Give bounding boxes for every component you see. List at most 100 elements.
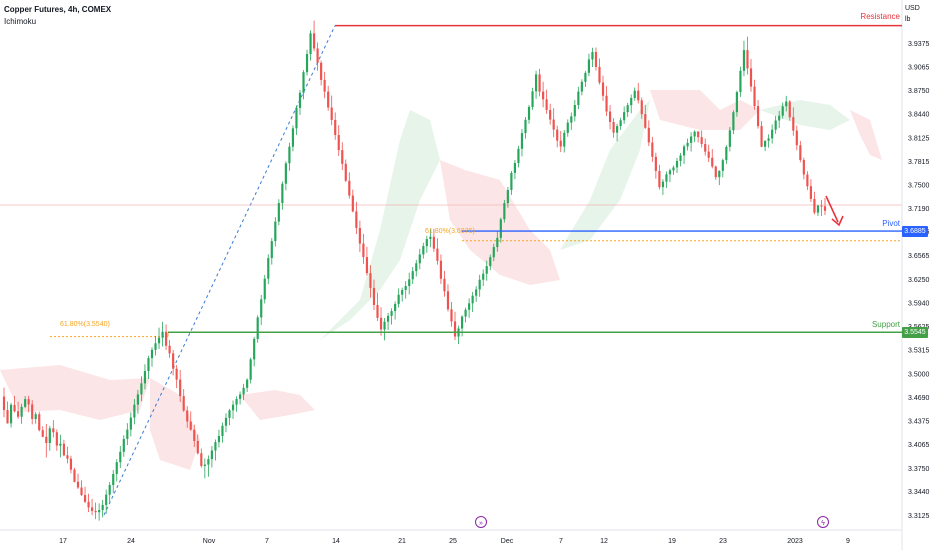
candle-body <box>668 170 672 175</box>
candle-body <box>482 273 485 280</box>
x-tick-label: 25 <box>449 538 457 545</box>
y-tick-label: 3.5000 <box>908 371 930 378</box>
candle-body <box>753 86 756 107</box>
support-label: Support <box>871 320 900 329</box>
candle-body <box>390 311 393 316</box>
candle-body <box>559 140 562 147</box>
candle-body <box>217 436 221 443</box>
y-tick-label: 3.7190 <box>908 206 930 213</box>
candle-body <box>496 237 499 248</box>
candle-body <box>164 331 168 346</box>
candle-body <box>418 254 421 264</box>
candle-body <box>478 279 481 290</box>
candle-body <box>637 90 640 101</box>
x-tick-label: 12 <box>600 538 608 545</box>
candle-body <box>52 428 55 433</box>
candle-body <box>172 353 175 369</box>
candle-body <box>446 291 450 310</box>
candle-body <box>453 321 457 337</box>
candle-body <box>161 331 164 338</box>
candle-body <box>295 107 298 129</box>
candle-body <box>379 317 383 330</box>
candle-body <box>538 74 541 92</box>
x-tick-label: 23 <box>719 538 727 545</box>
candle-body <box>270 241 273 259</box>
y-tick-label: 3.8440 <box>908 112 930 119</box>
candle-body <box>580 81 583 92</box>
candle-body <box>207 459 210 465</box>
candle-body <box>767 138 770 141</box>
cloud-segment <box>150 378 200 470</box>
candle-body <box>552 119 555 130</box>
candle-body <box>665 174 668 182</box>
candle-body <box>267 258 270 279</box>
candle-body <box>601 82 605 96</box>
candle-body <box>823 206 827 211</box>
candle-body <box>524 119 527 134</box>
candle-body <box>513 163 517 173</box>
candle-body <box>531 91 534 107</box>
candle-body <box>20 406 23 417</box>
x-tick-label: 24 <box>127 538 135 545</box>
fib-label-support: 61.80%(3.5540) <box>60 321 110 328</box>
candle-body <box>355 211 358 228</box>
candle-body <box>619 120 622 127</box>
candle-body <box>587 59 591 73</box>
y-tick-label: 3.7500 <box>908 183 930 190</box>
candle-body <box>302 72 305 93</box>
candle-body <box>101 504 104 511</box>
candle-body <box>330 107 333 120</box>
candle-body <box>108 485 111 495</box>
dividends-icon[interactable]: » <box>475 516 487 528</box>
candle-body <box>372 287 376 305</box>
candle-body <box>9 404 13 424</box>
y-tick-label: 3.3750 <box>908 466 930 473</box>
candle-body <box>140 383 143 395</box>
earnings-icon[interactable]: ϟ <box>817 516 829 528</box>
candle-body <box>520 133 524 149</box>
candle-body <box>179 379 182 397</box>
candle-body <box>256 317 259 339</box>
svg-text:ϟ: ϟ <box>821 520 825 527</box>
candle-body <box>732 112 735 131</box>
candle-body <box>41 430 44 437</box>
candle-body <box>17 411 20 417</box>
resistance-label: Resistance <box>860 12 900 21</box>
candle-body <box>66 455 69 459</box>
candle-body <box>658 170 661 188</box>
candle-body <box>563 132 566 147</box>
candle-body <box>196 440 199 454</box>
candle-body <box>686 142 689 147</box>
candle-body <box>334 119 337 135</box>
candle-body <box>323 79 326 92</box>
candle-body <box>799 145 802 160</box>
candle-body <box>126 429 129 439</box>
x-axis: 17 24 Nov 7 14 21 25 Dec 7 12 19 23 2023 9 <box>59 538 850 545</box>
candle-body <box>408 279 411 287</box>
candle-body <box>376 304 379 318</box>
candle-body <box>647 127 650 143</box>
candle-body <box>598 66 601 83</box>
candle-body <box>231 404 235 411</box>
candle-body <box>242 387 245 395</box>
unit-label: lb <box>905 16 911 23</box>
candle-body <box>485 266 488 274</box>
candle-body <box>471 295 474 304</box>
candle-body <box>450 309 453 322</box>
candle-body <box>98 510 101 513</box>
candle-body <box>425 239 428 247</box>
candle-body <box>122 438 125 452</box>
candle-body <box>6 410 9 424</box>
candle-body <box>105 494 108 505</box>
candle-body <box>503 203 506 220</box>
candle-body <box>573 105 576 117</box>
currency-label: USD <box>905 5 920 12</box>
candle-body <box>651 142 654 157</box>
candle-body <box>312 33 316 49</box>
y-tick-label: 3.9375 <box>908 41 930 48</box>
candle-body <box>34 414 37 420</box>
candle-body <box>489 257 492 267</box>
candle-body <box>556 129 559 141</box>
candle-body <box>570 116 573 123</box>
